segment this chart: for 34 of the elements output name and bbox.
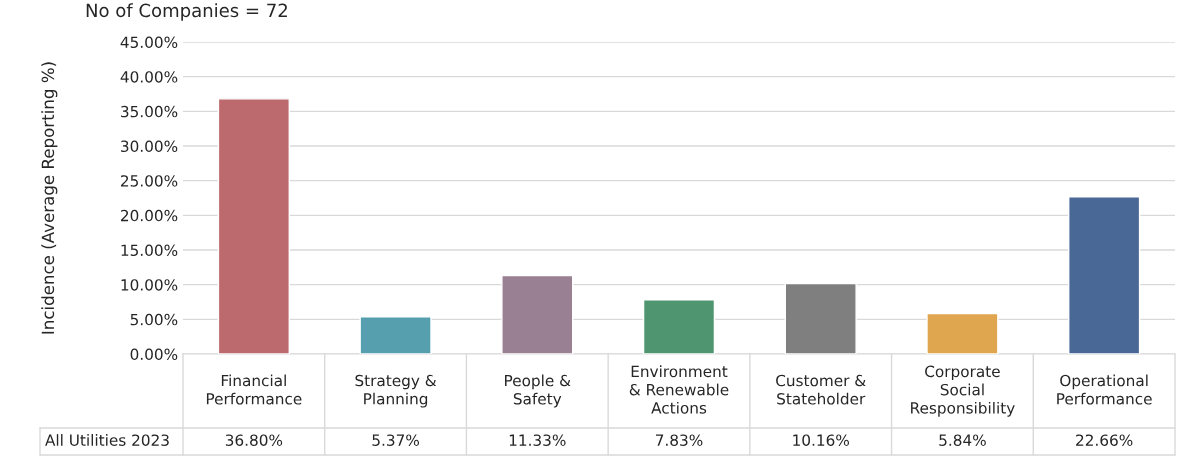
x-tick-label: Customer & Stateholder bbox=[776, 374, 866, 405]
y-tick-label: 25.00% bbox=[121, 175, 178, 187]
data-label: 5.84% bbox=[939, 434, 986, 446]
y-tick-label: 45.00% bbox=[120, 36, 178, 49]
y-tick-label: 5.00% bbox=[130, 313, 178, 326]
data-label: 36.80% bbox=[225, 434, 283, 446]
y-tick-label: 0.00% bbox=[130, 348, 178, 361]
y-tick-label: 40.00% bbox=[120, 71, 178, 83]
y-tick-label: 35.00% bbox=[121, 105, 178, 118]
bar bbox=[926, 312, 999, 354]
x-tick-label: Corporate Social Responsibility bbox=[911, 365, 1015, 417]
bar bbox=[642, 299, 716, 354]
y-tick-label: 30.00% bbox=[121, 140, 178, 153]
bar bbox=[501, 274, 574, 354]
bar bbox=[359, 316, 432, 354]
x-tick-label: Financial Performance bbox=[206, 374, 302, 405]
data-label: 22.66% bbox=[1076, 434, 1133, 446]
x-tick-label: Operational Performance bbox=[1057, 374, 1152, 405]
bar bbox=[1068, 196, 1141, 354]
bar bbox=[217, 98, 290, 354]
data-label: 5.37% bbox=[372, 434, 419, 446]
bar bbox=[784, 282, 857, 354]
y-tick-label: 10.00% bbox=[121, 279, 178, 291]
x-tick-label: People & Safety bbox=[505, 374, 571, 408]
y-tick-label: 15.00% bbox=[121, 244, 178, 257]
data-label: 11.33% bbox=[509, 434, 566, 446]
x-tick-label: Strategy & Planning bbox=[355, 374, 437, 408]
text: All Utilities 2023 bbox=[45, 434, 169, 446]
x-tick-label: Environment & Renewable Actions bbox=[629, 365, 729, 414]
data-label: 10.16% bbox=[793, 434, 849, 446]
y-axis-title: Incidence (Average Reporting %) bbox=[41, 62, 58, 334]
data-label: 7.83% bbox=[655, 434, 703, 446]
y-tick-label: 20.00% bbox=[121, 209, 178, 222]
chart-title: No of Companies = 72 bbox=[86, 3, 287, 21]
